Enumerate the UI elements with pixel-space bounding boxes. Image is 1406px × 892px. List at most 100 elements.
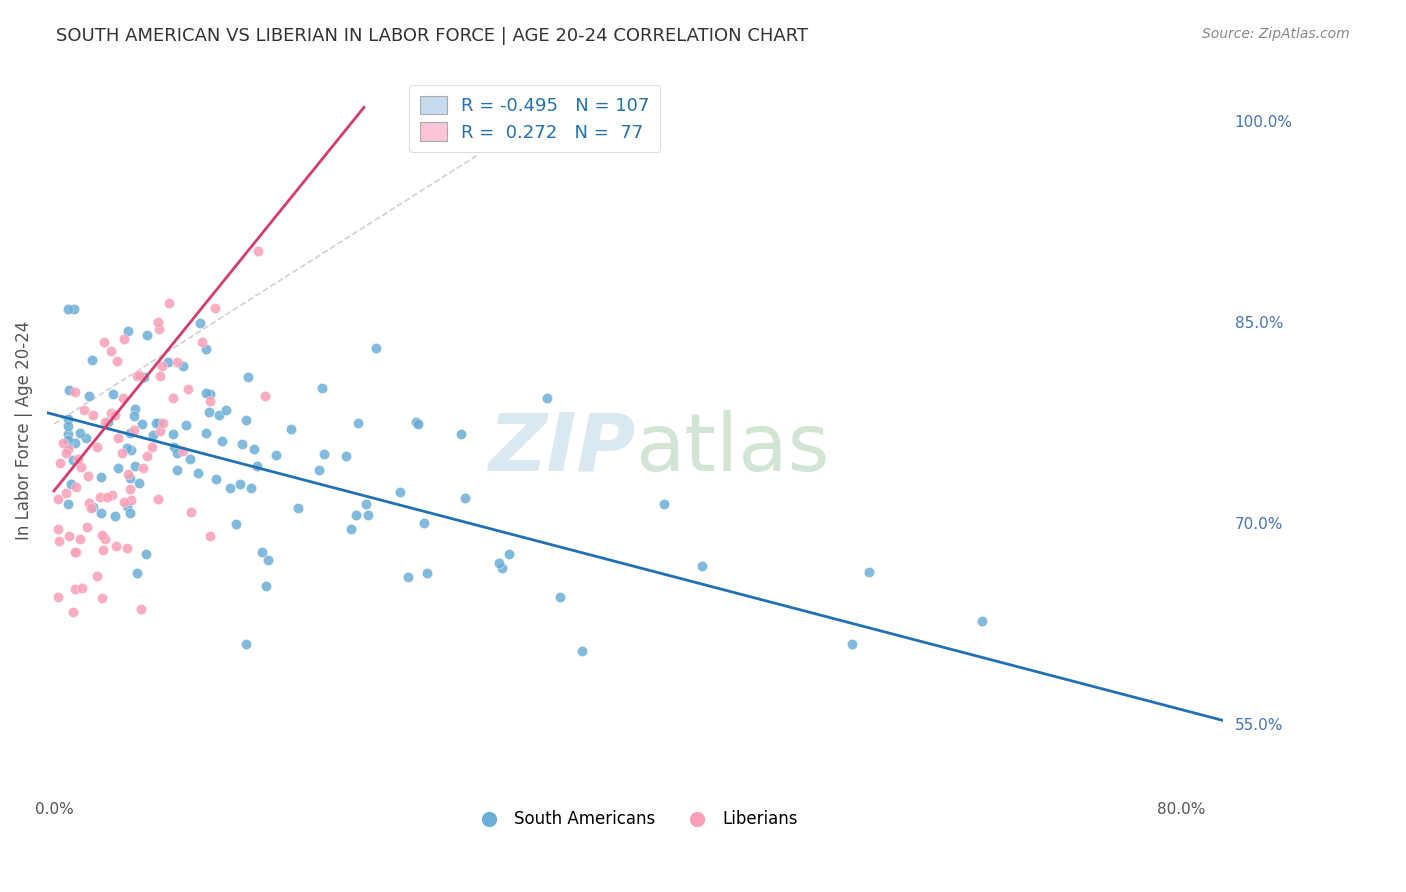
Point	[112, 332, 135, 346]
Point	[118, 483, 141, 497]
Point	[131, 417, 153, 431]
Point	[152, 416, 174, 430]
Point	[52, 435, 75, 450]
Point	[56, 440, 79, 454]
Point	[101, 488, 124, 502]
Point	[86, 569, 108, 583]
Point	[90, 506, 112, 520]
Point	[162, 391, 184, 405]
Point	[146, 492, 169, 507]
Point	[571, 644, 593, 658]
Text: atlas: atlas	[636, 409, 830, 488]
Point	[70, 460, 93, 475]
Point	[93, 335, 115, 350]
Point	[132, 461, 155, 475]
Point	[118, 471, 141, 485]
Point	[136, 327, 159, 342]
Point	[142, 427, 165, 442]
Point	[55, 485, 77, 500]
Point	[194, 342, 217, 356]
Point	[120, 493, 142, 508]
Point	[231, 437, 253, 451]
Point	[450, 427, 472, 442]
Point	[80, 500, 103, 515]
Point	[188, 316, 211, 330]
Point	[90, 470, 112, 484]
Point	[101, 386, 124, 401]
Point	[235, 413, 257, 427]
Point	[124, 459, 146, 474]
Point	[388, 484, 411, 499]
Point	[357, 508, 380, 523]
Point	[841, 637, 863, 651]
Point	[132, 370, 155, 384]
Point	[63, 436, 86, 450]
Point	[344, 508, 367, 522]
Point	[191, 335, 214, 350]
Point	[219, 481, 242, 495]
Point	[46, 522, 69, 536]
Point	[236, 369, 259, 384]
Point	[200, 529, 222, 543]
Point	[229, 477, 252, 491]
Point	[149, 369, 172, 384]
Point	[124, 401, 146, 416]
Point	[73, 402, 96, 417]
Point	[60, 476, 83, 491]
Point	[335, 449, 357, 463]
Point	[148, 321, 170, 335]
Point	[195, 385, 218, 400]
Point	[82, 409, 104, 423]
Point	[536, 391, 558, 405]
Point	[177, 382, 200, 396]
Point	[115, 500, 138, 514]
Point	[112, 495, 135, 509]
Point	[972, 614, 994, 628]
Point	[117, 324, 139, 338]
Point	[65, 480, 87, 494]
Point	[246, 244, 269, 259]
Point	[157, 295, 180, 310]
Point	[90, 591, 112, 606]
Point	[135, 547, 157, 561]
Point	[79, 496, 101, 510]
Point	[105, 539, 128, 553]
Point	[264, 448, 287, 462]
Point	[58, 529, 80, 543]
Point	[63, 301, 86, 316]
Point	[235, 637, 257, 651]
Point	[89, 490, 111, 504]
Point	[56, 419, 79, 434]
Text: 70.0%: 70.0%	[1234, 517, 1282, 532]
Point	[65, 384, 87, 399]
Point	[146, 315, 169, 329]
Point	[405, 415, 427, 429]
Point	[280, 422, 302, 436]
Point	[67, 452, 90, 467]
Point	[454, 491, 477, 505]
Point	[858, 565, 880, 579]
Point	[86, 440, 108, 454]
Point	[340, 522, 363, 536]
Point	[55, 446, 77, 460]
Point	[107, 431, 129, 445]
Point	[179, 451, 201, 466]
Point	[91, 527, 114, 541]
Point	[239, 481, 262, 495]
Point	[62, 453, 84, 467]
Point	[162, 427, 184, 442]
Point	[364, 342, 387, 356]
Point	[70, 582, 93, 596]
Point	[94, 533, 117, 547]
Point	[58, 384, 80, 398]
Text: 85.0%: 85.0%	[1234, 316, 1282, 331]
Point	[100, 343, 122, 358]
Point	[129, 601, 152, 615]
Point	[49, 457, 72, 471]
Point	[48, 534, 70, 549]
Point	[75, 431, 97, 445]
Point	[180, 505, 202, 519]
Point	[498, 547, 520, 561]
Point	[243, 442, 266, 457]
Point	[287, 501, 309, 516]
